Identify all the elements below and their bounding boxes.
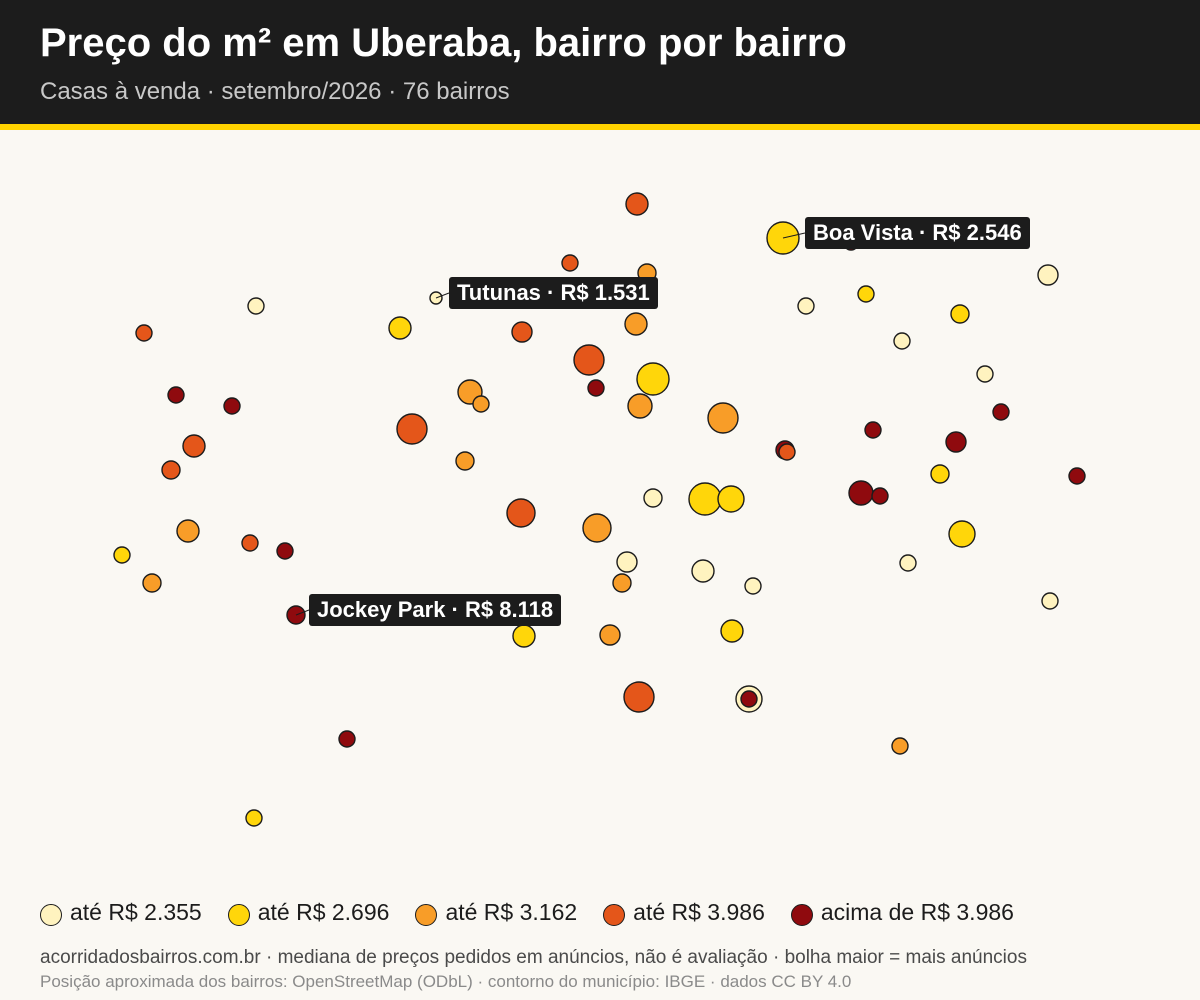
header-bar [0, 0, 1200, 124]
neighborhood-bubble-tier-3 [176, 519, 200, 543]
neighborhood-bubble-tier-2 [717, 485, 745, 513]
footer-source: acorridadosbairros.com.br · mediana de p… [40, 947, 1027, 968]
legend-label: até R$ 3.162 [445, 898, 578, 925]
neighborhood-bubble-tier-2 [113, 546, 131, 564]
neighborhood-bubble-tier-1 [1037, 264, 1059, 286]
neighborhood-bubble-tier-5 [338, 730, 356, 748]
neighborhood-bubble-tier-2 [245, 809, 263, 827]
neighborhood-bubble-tier-3 [455, 451, 475, 471]
neighborhood-bubble-tier-5 [223, 397, 241, 415]
neighborhood-bubble-tier-2 [512, 624, 536, 648]
neighborhood-bubble-tier-5 [167, 386, 185, 404]
legend-label: acima de R$ 3.986 [820, 898, 1014, 925]
neighborhood-bubble-tier-1 [247, 297, 265, 315]
bubble-map [113, 192, 1086, 827]
neighborhood-bubble-tier-1 [976, 365, 994, 383]
legend-item-tier-4: até R$ 3.986 [603, 898, 765, 926]
neighborhood-bubble-tier-4 [561, 254, 579, 272]
neighborhood-bubble-tier-2 [688, 482, 722, 516]
neighborhood-bubble-tier-5 [1068, 467, 1086, 485]
legend-item-tier-5: acima de R$ 3.986 [790, 898, 1014, 926]
neighborhood-bubble-tier-2 [948, 520, 976, 548]
callout-boa-vista: Boa Vista · R$ 2.546 [805, 217, 1030, 249]
neighborhood-bubble-tier-2 [950, 304, 970, 324]
neighborhood-bubble-tier-1 [643, 488, 663, 508]
callout-tutunas: Tutunas · R$ 1.531 [449, 277, 658, 309]
callout-leader-line [435, 292, 450, 299]
legend-label: até R$ 2.696 [257, 898, 390, 925]
neighborhood-bubble-tier-4 [506, 498, 536, 528]
neighborhood-bubble-tier-2 [636, 362, 670, 396]
neighborhood-bubble-tier-3 [472, 395, 490, 413]
neighborhood-bubble-tier-3 [612, 573, 632, 593]
neighborhood-bubble-tier-5 [945, 431, 967, 453]
neighborhood-bubble-tier-3 [142, 573, 162, 593]
neighborhood-bubble-tier-4 [623, 681, 655, 713]
neighborhood-bubble-tier-1 [893, 332, 911, 350]
neighborhood-bubble-tier-5 [848, 480, 874, 506]
legend-item-tier-1: até R$ 2.355 [40, 898, 202, 926]
legend-swatch [227, 904, 250, 926]
neighborhood-bubble-tier-5 [871, 487, 889, 505]
callout-leader-line [782, 232, 806, 239]
legend-swatch [415, 904, 438, 926]
neighborhood-bubble-tier-4 [396, 413, 428, 445]
footer-attribution: Posição aproximada dos bairros: OpenStre… [40, 972, 852, 991]
neighborhood-bubble-tier-1 [616, 551, 638, 573]
neighborhood-bubble-tier-3 [582, 513, 612, 543]
neighborhood-bubble-tier-5 [864, 421, 882, 439]
neighborhood-bubble-tier-3 [707, 402, 739, 434]
neighborhood-bubble-tier-5 [276, 542, 294, 560]
neighborhood-bubble-tier-4 [241, 534, 259, 552]
neighborhood-bubble-tier-1 [1041, 592, 1059, 610]
neighborhood-bubble-tier-3 [891, 737, 909, 755]
neighborhood-bubble-tier-4 [778, 443, 796, 461]
legend-item-tier-3: até R$ 3.162 [415, 898, 577, 926]
neighborhood-bubble-tier-5 [992, 403, 1010, 421]
header-accent-stripe [0, 124, 1200, 130]
neighborhood-bubble-tier-1 [797, 297, 815, 315]
legend-label: até R$ 3.986 [633, 898, 765, 925]
legend-swatch [790, 904, 813, 926]
neighborhood-bubble-tier-2 [857, 285, 875, 303]
neighborhood-bubble-tier-3 [627, 393, 653, 419]
neighborhood-bubble-tier-5 [740, 690, 758, 708]
neighborhood-bubble-tier-1 [744, 577, 762, 595]
neighborhood-bubble-tier-5 [587, 379, 605, 397]
neighborhood-bubble-tier-2 [720, 619, 744, 643]
neighborhood-bubble-tier-4 [161, 460, 181, 480]
neighborhood-bubble-tier-3 [624, 312, 648, 336]
legend-item-tier-2: até R$ 2.696 [227, 898, 390, 926]
neighborhood-bubble-tier-2 [388, 316, 412, 340]
neighborhood-bubble-tier-4 [511, 321, 533, 343]
neighborhood-bubble-tier-1 [899, 554, 917, 572]
neighborhood-bubble-tier-4 [135, 324, 153, 342]
legend-label: até R$ 2.355 [70, 898, 202, 925]
callout-jockey-park: Jockey Park · R$ 8.118 [309, 594, 562, 626]
legend-swatch [603, 904, 626, 926]
neighborhood-bubble-tier-4 [573, 344, 605, 376]
page-title: Preço do m² em Uberaba, bairro por bairr… [40, 21, 847, 65]
neighborhood-bubble-tier-2 [930, 464, 950, 484]
neighborhood-bubble-tier-4 [182, 434, 206, 458]
neighborhood-bubble-tier-4 [625, 192, 649, 216]
page-subtitle: Casas à venda · setembro/2026 · 76 bairr… [40, 78, 510, 105]
neighborhood-bubble-tier-1 [691, 559, 715, 583]
legend: até R$ 2.355 até R$ 2.696 até R$ 3.162 a… [40, 896, 1040, 928]
callout-leader-line [295, 609, 310, 616]
neighborhood-bubble-tier-3 [599, 624, 621, 646]
legend-swatch [40, 904, 62, 926]
